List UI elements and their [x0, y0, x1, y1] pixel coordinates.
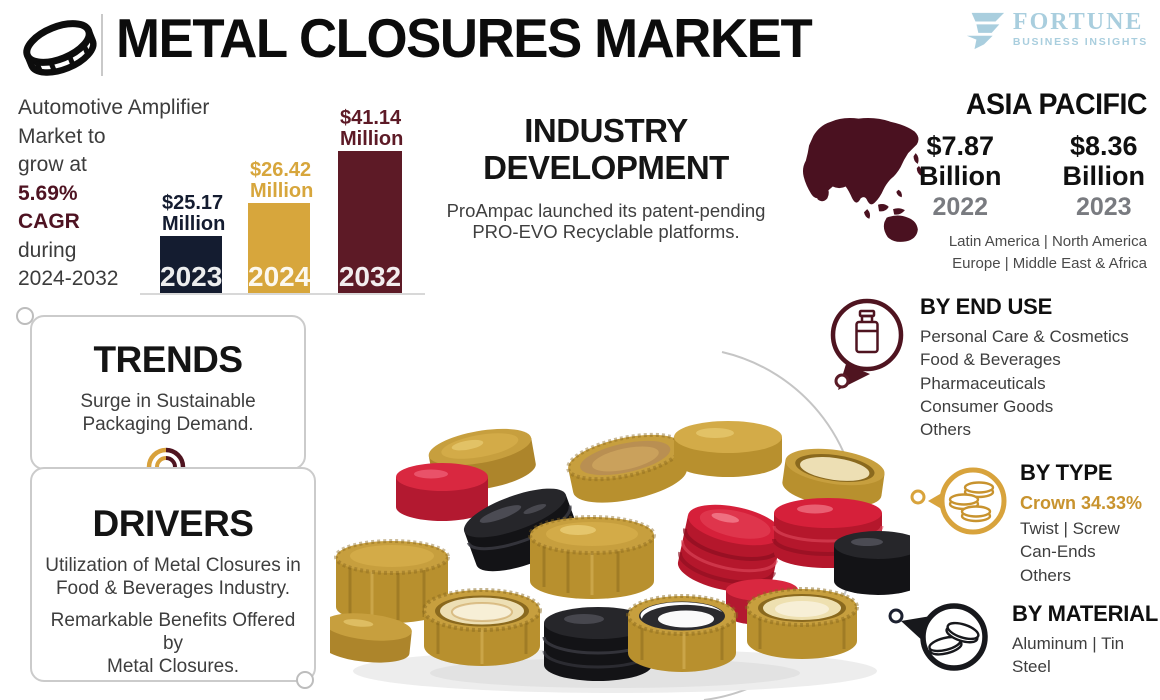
- bar-column-2023: $25.17 Million 2023: [160, 193, 225, 293]
- brand-logo: FORTUNE BUSINESS INSIGHTS: [964, 10, 1148, 52]
- fb-logo-mark-icon: [966, 12, 1004, 50]
- growth-note-line: grow at: [18, 153, 87, 176]
- growth-note-line: Market to: [18, 124, 106, 148]
- page-title: METAL CLOSURES MARKET: [116, 7, 813, 69]
- trends-heading: TRENDS: [93, 339, 243, 380]
- growth-note-line: Automotive Amplifier: [18, 96, 210, 119]
- asia-pacific-section: ASIA PACIFIC $7.87 Billion 2022 $8.36 Bi…: [905, 88, 1147, 275]
- crown-share-highlight: Crown 34.33%: [1020, 493, 1143, 513]
- end-use-bubble: [830, 298, 904, 390]
- bar-year-label: 2023: [160, 261, 223, 292]
- by-material-section: BY MATERIAL Aluminum | Tin Steel: [1012, 601, 1158, 679]
- brand-tagline: BUSINESS INSIGHTS: [1012, 36, 1148, 48]
- two-caps-icon: [928, 621, 980, 656]
- industry-body: ProAmpac launched its patent-pending PRO…: [446, 200, 766, 242]
- bar-2032: 2032: [338, 151, 402, 293]
- metal-cap: [528, 515, 656, 599]
- coin-closure-icon: [23, 20, 97, 76]
- growth-note: Automotive Amplifier Market to grow at 5…: [18, 94, 209, 294]
- metal-cap: [396, 463, 488, 521]
- by-type-heading: BY TYPE: [1020, 460, 1113, 485]
- metal-cap: [626, 594, 738, 672]
- drivers-heading: DRIVERS: [92, 503, 254, 544]
- type-bubble: [910, 467, 1007, 535]
- cagr-label: CAGR: [18, 210, 80, 233]
- bar-column-2032: $41.14 Million 2032: [338, 108, 403, 293]
- caps-stack-icon: [948, 481, 995, 523]
- asia-pacific-stats: $7.87 Billion 2022 $8.36 Billion 2023: [905, 131, 1147, 222]
- list-item: Others: [1020, 565, 1072, 585]
- bar-value-label: $25.17 Million: [162, 192, 226, 235]
- industry-heading: INDUSTRY: [524, 112, 688, 149]
- by-material-items: Aluminum | Tin Steel: [1012, 632, 1158, 679]
- metal-caps-photo: [330, 421, 910, 693]
- market-size-bar-chart: $25.17 Million 2023 $26.42 Million 2024 …: [140, 105, 430, 295]
- stat-2023: $8.36 Billion 2023: [1062, 131, 1146, 221]
- bar-year-label: 2032: [338, 261, 402, 292]
- list-item: Food & Beverages: [920, 350, 1061, 370]
- asia-pacific-heading: ASIA PACIFIC: [965, 88, 1148, 121]
- bottle-icon: [855, 309, 879, 354]
- list-item: Twist | Screw: [1020, 519, 1120, 538]
- metal-cap: [330, 613, 412, 663]
- header-divider: [101, 14, 103, 76]
- metal-cap: [674, 421, 782, 477]
- list-item: Aluminum | Tin: [1012, 634, 1125, 653]
- list-item: Consumer Goods: [920, 396, 1054, 416]
- metal-cap: [334, 539, 450, 623]
- by-end-use-section: BY END USE Personal Care & Cosmetics Foo…: [920, 294, 1129, 441]
- list-item: Personal Care & Cosmetics: [920, 327, 1129, 346]
- trends-card: TRENDS Surge in Sustainable Packaging De…: [30, 315, 306, 470]
- by-material-heading: BY MATERIAL: [1012, 601, 1159, 626]
- brand-name: FORTUNE: [1012, 9, 1144, 35]
- list-item: Can-Ends: [1020, 542, 1096, 562]
- connector-node: [16, 307, 34, 325]
- trends-body: Surge in Sustainable Packaging Demand.: [80, 391, 256, 435]
- bar-2023: 2023: [160, 236, 222, 293]
- bar-value-label: $41.14 Million: [340, 107, 404, 150]
- list-item: Steel: [1012, 657, 1051, 677]
- cagr-value: 5.69%: [18, 181, 78, 205]
- asia-pacific-map: [802, 118, 922, 242]
- bar-year-label: 2024: [248, 261, 311, 292]
- bar-value-label: $26.42 Million: [250, 159, 314, 202]
- chart-baseline: [140, 293, 425, 295]
- metal-cap: [422, 588, 542, 666]
- by-type-section: BY TYPE Crown 34.33% Twist | Screw Can-E…: [1020, 460, 1142, 587]
- connector-node: [296, 671, 314, 689]
- by-end-use-items: Personal Care & Cosmetics Food & Beverag…: [920, 325, 1129, 441]
- drivers-body-2: Remarkable Benefits Offered by Metal Clo…: [50, 610, 296, 677]
- metal-cap: [566, 432, 687, 503]
- metal-cap: [745, 587, 859, 659]
- bar-2024: 2024: [248, 203, 310, 293]
- by-end-use-heading: BY END USE: [920, 294, 1053, 319]
- regions-list: Latin America | North America Europe | M…: [948, 233, 1147, 272]
- industry-heading: DEVELOPMENT: [483, 149, 729, 186]
- list-item: Pharmaceuticals: [920, 373, 1046, 393]
- bar-column-2024: $26.42 Million 2024: [248, 160, 313, 293]
- arc-node: [910, 489, 926, 505]
- list-item: Others: [920, 420, 972, 440]
- by-type-items: Twist | Screw Can-Ends Others: [1020, 517, 1142, 587]
- forecast-period: 2024-2032: [18, 267, 119, 290]
- growth-note-line: during: [18, 238, 77, 262]
- drivers-card: DRIVERS Utilization of Metal Closures in…: [30, 467, 316, 682]
- drivers-body-1: Utilization of Metal Closures in Food & …: [45, 555, 301, 599]
- stat-2022: $7.87 Billion 2022: [919, 131, 1002, 221]
- industry-development-section: INDUSTRY DEVELOPMENT ProAmpac launched i…: [428, 112, 784, 242]
- metal-cap: [834, 531, 910, 595]
